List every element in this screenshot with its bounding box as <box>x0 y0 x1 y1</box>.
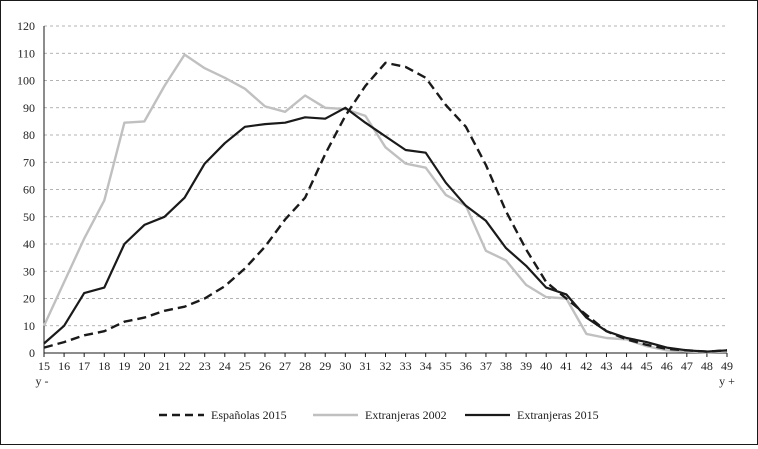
x-tick-label-16: 16 <box>58 359 70 373</box>
x-tick-label-38: 38 <box>500 359 512 373</box>
y-tick-label-30: 30 <box>23 264 35 278</box>
series-line-0 <box>43 61 728 353</box>
x-tick-label-22: 22 <box>179 359 191 373</box>
x-tick-label-27: 27 <box>279 359 291 373</box>
x-tick-label-30: 30 <box>339 359 351 373</box>
legend: Españolas 2015 Extranjeras 2002 Extranjera… <box>159 408 599 422</box>
x-tick-label-44: 44 <box>621 359 633 373</box>
legend-label-2: Extranjeras 2015 <box>517 408 599 422</box>
x-tick-label-47: 47 <box>681 359 693 373</box>
x-tick-label-37: 37 <box>480 359 492 373</box>
x-last-sublabel: y + <box>719 374 735 388</box>
x-tick-label-15: 15 <box>38 359 50 373</box>
gridlines <box>44 25 727 327</box>
x-tick-label-19: 19 <box>118 359 130 373</box>
x-tick-label-35: 35 <box>440 359 452 373</box>
x-tick-label-28: 28 <box>299 359 311 373</box>
y-axis: 0 10 20 30 40 50 60 70 80 90 100 110 120 <box>17 19 45 360</box>
y-tick-label-40: 40 <box>23 237 35 251</box>
legend-label-0: Españolas 2015 <box>211 408 287 422</box>
x-tick-label-39: 39 <box>520 359 532 373</box>
x-tick-label-40: 40 <box>540 359 552 373</box>
x-tick-label-24: 24 <box>219 359 231 373</box>
y-tick-label-50: 50 <box>23 210 35 224</box>
x-tick-label-18: 18 <box>98 359 110 373</box>
x-tick-label-31: 31 <box>359 359 371 373</box>
y-tick-label-110: 110 <box>17 46 35 60</box>
x-tick-label-17: 17 <box>78 359 90 373</box>
y-tick-label-0: 0 <box>29 346 35 360</box>
x-tick-label-45: 45 <box>641 359 653 373</box>
x-tick-label-43: 43 <box>600 359 612 373</box>
y-tick-label-60: 60 <box>23 183 35 197</box>
x-tick-label-29: 29 <box>319 359 331 373</box>
x-tick-label-21: 21 <box>159 359 171 373</box>
x-tick-label-42: 42 <box>580 359 592 373</box>
x-axis: 15 16 17 18 19 20 21 22 23 24 25 26 27 28 29 30 31 32 33 34… <box>36 352 735 388</box>
legend-label-1: Extranjeras 2002 <box>365 408 447 422</box>
x-tick-label-25: 25 <box>239 359 251 373</box>
y-tick-label-100: 100 <box>17 74 35 88</box>
series-line-2 <box>43 106 728 353</box>
x-tick-label-20: 20 <box>138 359 150 373</box>
y-tick-label-20: 20 <box>23 292 35 306</box>
x-tick-label-36: 36 <box>460 359 472 373</box>
y-tick-label-90: 90 <box>23 101 35 115</box>
x-tick-label-48: 48 <box>701 359 713 373</box>
series-line-1 <box>42 53 728 354</box>
x-tick-label-26: 26 <box>259 359 271 373</box>
series-lines <box>42 53 728 354</box>
x-tick-label-34: 34 <box>420 359 432 373</box>
x-tick-label-33: 33 <box>400 359 412 373</box>
x-tick-label-32: 32 <box>380 359 392 373</box>
x-tick-label-41: 41 <box>560 359 572 373</box>
x-first-sublabel: y - <box>36 374 49 388</box>
x-tick-label-23: 23 <box>199 359 211 373</box>
y-tick-label-80: 80 <box>23 128 35 142</box>
x-tick-label-49: 49 <box>721 359 733 373</box>
y-tick-label-10: 10 <box>23 319 35 333</box>
y-tick-label-120: 120 <box>17 19 35 33</box>
y-tick-label-70: 70 <box>23 155 35 169</box>
x-tick-label-46: 46 <box>661 359 673 373</box>
